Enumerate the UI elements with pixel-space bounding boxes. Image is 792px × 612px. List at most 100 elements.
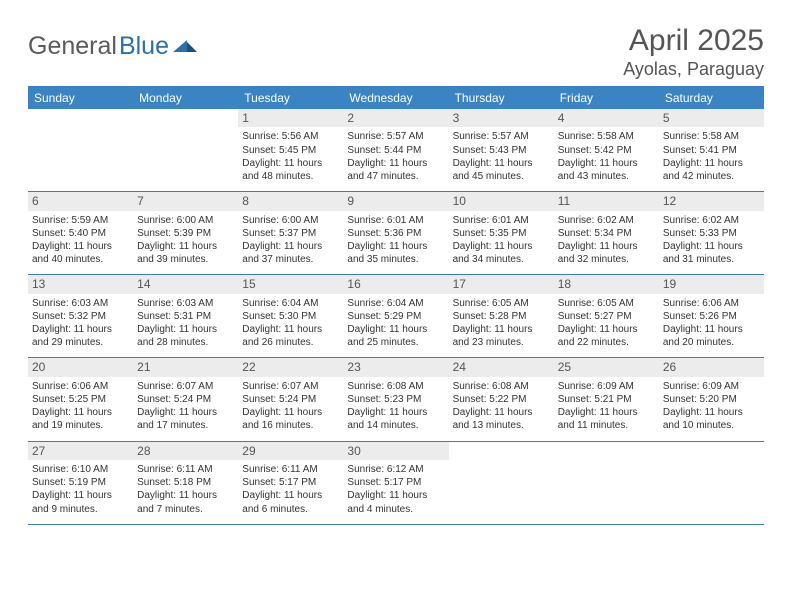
sunset-line: Sunset: 5:37 PM — [242, 227, 339, 240]
day-number: 15 — [238, 275, 343, 293]
day-number: 19 — [659, 275, 764, 293]
day-content: Sunrise: 6:05 AMSunset: 5:27 PMDaylight:… — [554, 294, 659, 358]
sunrise-line: Sunrise: 6:03 AM — [32, 297, 129, 310]
daylight-line: Daylight: 11 hours and 28 minutes. — [137, 323, 234, 349]
day-number — [554, 442, 659, 460]
day-content: Sunrise: 6:07 AMSunset: 5:24 PMDaylight:… — [133, 377, 238, 441]
sunrise-line: Sunrise: 6:00 AM — [242, 214, 339, 227]
logo: GeneralBlue — [28, 24, 199, 61]
logo-text-1: General — [28, 32, 117, 61]
sunrise-line: Sunrise: 6:03 AM — [137, 297, 234, 310]
daylight-line: Daylight: 11 hours and 29 minutes. — [32, 323, 129, 349]
day-content: Sunrise: 6:01 AMSunset: 5:36 PMDaylight:… — [343, 211, 448, 275]
day-number: 4 — [554, 109, 659, 127]
day-content — [28, 127, 133, 185]
weekday-header-row: SundayMondayTuesdayWednesdayThursdayFrid… — [28, 87, 764, 110]
sunrise-line: Sunrise: 5:57 AM — [453, 130, 550, 143]
weekday-header: Tuesday — [238, 87, 343, 110]
daylight-line: Daylight: 11 hours and 17 minutes. — [137, 406, 234, 432]
sunset-line: Sunset: 5:24 PM — [137, 393, 234, 406]
day-content: Sunrise: 6:11 AMSunset: 5:17 PMDaylight:… — [238, 460, 343, 524]
day-number: 11 — [554, 192, 659, 210]
day-number — [449, 442, 554, 460]
day-cell: 20Sunrise: 6:06 AMSunset: 5:25 PMDayligh… — [28, 358, 133, 441]
sunset-line: Sunset: 5:35 PM — [453, 227, 550, 240]
daylight-line: Daylight: 11 hours and 25 minutes. — [347, 323, 444, 349]
empty-cell — [554, 441, 659, 524]
day-content: Sunrise: 6:00 AMSunset: 5:39 PMDaylight:… — [133, 211, 238, 275]
sunrise-line: Sunrise: 6:06 AM — [32, 380, 129, 393]
daylight-line: Daylight: 11 hours and 32 minutes. — [558, 240, 655, 266]
sunset-line: Sunset: 5:40 PM — [32, 227, 129, 240]
day-number: 30 — [343, 442, 448, 460]
day-content: Sunrise: 5:59 AMSunset: 5:40 PMDaylight:… — [28, 211, 133, 275]
sunrise-line: Sunrise: 6:12 AM — [347, 463, 444, 476]
sunrise-line: Sunrise: 6:02 AM — [663, 214, 760, 227]
day-content: Sunrise: 6:08 AMSunset: 5:22 PMDaylight:… — [449, 377, 554, 441]
weekday-header: Monday — [133, 87, 238, 110]
sunset-line: Sunset: 5:22 PM — [453, 393, 550, 406]
day-cell: 6Sunrise: 5:59 AMSunset: 5:40 PMDaylight… — [28, 192, 133, 275]
sunset-line: Sunset: 5:31 PM — [137, 310, 234, 323]
location: Ayolas, Paraguay — [623, 59, 764, 80]
day-cell: 24Sunrise: 6:08 AMSunset: 5:22 PMDayligh… — [449, 358, 554, 441]
sunrise-line: Sunrise: 6:10 AM — [32, 463, 129, 476]
day-cell: 19Sunrise: 6:06 AMSunset: 5:26 PMDayligh… — [659, 275, 764, 358]
day-number: 5 — [659, 109, 764, 127]
day-content: Sunrise: 6:06 AMSunset: 5:26 PMDaylight:… — [659, 294, 764, 358]
day-content: Sunrise: 5:58 AMSunset: 5:42 PMDaylight:… — [554, 127, 659, 191]
sunset-line: Sunset: 5:28 PM — [453, 310, 550, 323]
sunrise-line: Sunrise: 6:00 AM — [137, 214, 234, 227]
sunset-line: Sunset: 5:33 PM — [663, 227, 760, 240]
sunset-line: Sunset: 5:32 PM — [32, 310, 129, 323]
day-cell: 23Sunrise: 6:08 AMSunset: 5:23 PMDayligh… — [343, 358, 448, 441]
day-number: 23 — [343, 358, 448, 376]
day-number: 28 — [133, 442, 238, 460]
sunrise-line: Sunrise: 6:04 AM — [242, 297, 339, 310]
sunrise-line: Sunrise: 6:02 AM — [558, 214, 655, 227]
daylight-line: Daylight: 11 hours and 23 minutes. — [453, 323, 550, 349]
sunrise-line: Sunrise: 5:57 AM — [347, 130, 444, 143]
sunset-line: Sunset: 5:29 PM — [347, 310, 444, 323]
day-number: 14 — [133, 275, 238, 293]
title-block: April 2025 Ayolas, Paraguay — [623, 24, 764, 80]
day-content: Sunrise: 6:09 AMSunset: 5:21 PMDaylight:… — [554, 377, 659, 441]
day-cell: 3Sunrise: 5:57 AMSunset: 5:43 PMDaylight… — [449, 109, 554, 192]
sunset-line: Sunset: 5:30 PM — [242, 310, 339, 323]
month-title: April 2025 — [623, 24, 764, 57]
daylight-line: Daylight: 11 hours and 13 minutes. — [453, 406, 550, 432]
empty-cell — [133, 109, 238, 192]
day-cell: 22Sunrise: 6:07 AMSunset: 5:24 PMDayligh… — [238, 358, 343, 441]
sunrise-line: Sunrise: 6:08 AM — [453, 380, 550, 393]
day-cell: 4Sunrise: 5:58 AMSunset: 5:42 PMDaylight… — [554, 109, 659, 192]
sunset-line: Sunset: 5:36 PM — [347, 227, 444, 240]
day-cell: 11Sunrise: 6:02 AMSunset: 5:34 PMDayligh… — [554, 192, 659, 275]
sunrise-line: Sunrise: 6:07 AM — [137, 380, 234, 393]
calendar-row: 1Sunrise: 5:56 AMSunset: 5:45 PMDaylight… — [28, 109, 764, 192]
day-number — [659, 442, 764, 460]
day-cell: 27Sunrise: 6:10 AMSunset: 5:19 PMDayligh… — [28, 441, 133, 524]
sunset-line: Sunset: 5:25 PM — [32, 393, 129, 406]
day-number: 8 — [238, 192, 343, 210]
day-content: Sunrise: 6:03 AMSunset: 5:32 PMDaylight:… — [28, 294, 133, 358]
day-cell: 13Sunrise: 6:03 AMSunset: 5:32 PMDayligh… — [28, 275, 133, 358]
day-number: 16 — [343, 275, 448, 293]
sunrise-line: Sunrise: 6:05 AM — [558, 297, 655, 310]
sunrise-line: Sunrise: 5:58 AM — [558, 130, 655, 143]
daylight-line: Daylight: 11 hours and 22 minutes. — [558, 323, 655, 349]
day-content: Sunrise: 6:04 AMSunset: 5:30 PMDaylight:… — [238, 294, 343, 358]
daylight-line: Daylight: 11 hours and 42 minutes. — [663, 157, 760, 183]
day-number: 26 — [659, 358, 764, 376]
day-content: Sunrise: 6:07 AMSunset: 5:24 PMDaylight:… — [238, 377, 343, 441]
day-cell: 21Sunrise: 6:07 AMSunset: 5:24 PMDayligh… — [133, 358, 238, 441]
sunset-line: Sunset: 5:45 PM — [242, 144, 339, 157]
daylight-line: Daylight: 11 hours and 14 minutes. — [347, 406, 444, 432]
day-cell: 17Sunrise: 6:05 AMSunset: 5:28 PMDayligh… — [449, 275, 554, 358]
daylight-line: Daylight: 11 hours and 11 minutes. — [558, 406, 655, 432]
sunrise-line: Sunrise: 6:08 AM — [347, 380, 444, 393]
sunset-line: Sunset: 5:27 PM — [558, 310, 655, 323]
day-number: 2 — [343, 109, 448, 127]
calendar-row: 13Sunrise: 6:03 AMSunset: 5:32 PMDayligh… — [28, 275, 764, 358]
day-cell: 8Sunrise: 6:00 AMSunset: 5:37 PMDaylight… — [238, 192, 343, 275]
sunrise-line: Sunrise: 6:05 AM — [453, 297, 550, 310]
